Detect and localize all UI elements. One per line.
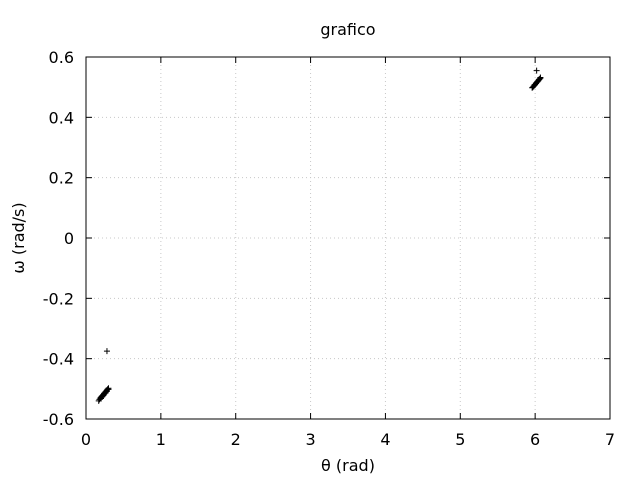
y-tick-labels: -0.6 -0.4 -0.2 0 0.2 0.4 0.6 xyxy=(43,48,74,429)
x-tick-label: 3 xyxy=(305,430,315,449)
x-tick-label: 6 xyxy=(530,430,540,449)
y-tick-label: 0.4 xyxy=(49,108,74,127)
y-tick-label: -0.6 xyxy=(43,410,74,429)
x-axis-label: θ (rad) xyxy=(321,456,375,475)
data-point xyxy=(537,74,544,81)
plot-frame xyxy=(85,56,611,420)
x-tick-label: 4 xyxy=(380,430,390,449)
data-point xyxy=(105,386,112,393)
data-point xyxy=(103,348,110,355)
x-tick-label: 2 xyxy=(231,430,241,449)
grid-lines xyxy=(86,57,610,419)
data-point xyxy=(533,67,540,74)
x-tick-label: 5 xyxy=(455,430,465,449)
chart-title: grafico xyxy=(320,20,375,39)
y-tick-label: 0.2 xyxy=(49,169,74,188)
x-tick-label: 7 xyxy=(605,430,615,449)
tick-marks xyxy=(85,56,611,420)
data-points xyxy=(95,67,544,404)
x-tick-label: 0 xyxy=(81,430,91,449)
y-tick-label: 0.6 xyxy=(49,48,74,67)
y-tick-label: -0.4 xyxy=(43,350,74,369)
y-tick-label: 0 xyxy=(64,229,74,248)
x-tick-label: 1 xyxy=(156,430,166,449)
y-tick-label: -0.2 xyxy=(43,289,74,308)
y-axis-label: ω (rad/s) xyxy=(9,202,28,273)
x-tick-labels: 0 1 2 3 4 5 6 7 xyxy=(81,430,615,449)
